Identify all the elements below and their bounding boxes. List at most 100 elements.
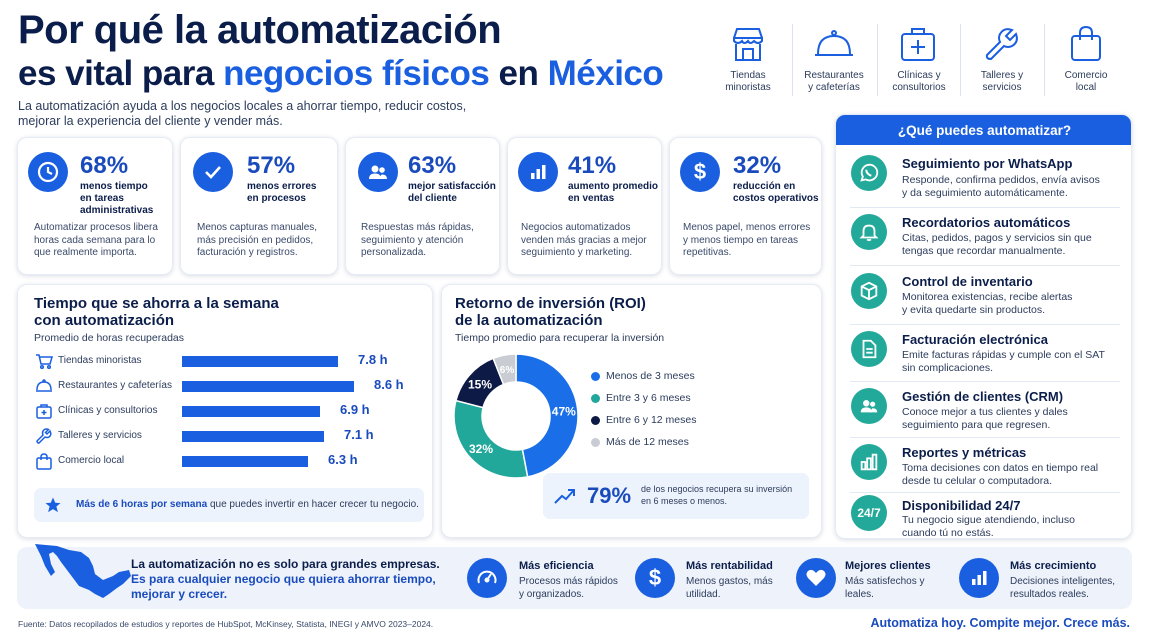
benefit-item: Más crecimiento Decisiones inteligentes,…	[959, 556, 1129, 600]
cart-icon	[36, 354, 53, 369]
divider	[960, 24, 961, 96]
stat-card: $ 32% reducción en costos operativos Meno…	[669, 137, 822, 275]
automation-description: Responde, confirma pedidos, envía avisos…	[902, 174, 1100, 199]
automation-description: Citas, pedidos, pagos y servicios sin qu…	[902, 232, 1092, 257]
divider	[850, 265, 1120, 266]
benefit-description: Procesos más rápidos y organizados.	[519, 576, 618, 600]
roi-legend: Menos de 3 meses Entre 3 y 6 meses Entre…	[591, 368, 751, 458]
automation-header: ¿Qué puedes automatizar?	[836, 115, 1131, 145]
benefit-description: Más satisfechos y leales.	[845, 576, 925, 600]
stat-label: menos tiempo en tareas administrativas	[80, 181, 154, 216]
title-highlight: negocios físicos	[223, 54, 490, 93]
roi-subtitle: Tiempo promedio para recuperar la invers…	[455, 332, 665, 344]
automation-item: Reportes y métricas Toma decisiones con …	[836, 438, 1131, 496]
clock-icon	[28, 152, 68, 192]
bar-row: Tiendas minoristas 7.8 h	[32, 351, 432, 373]
report-icon	[851, 444, 887, 480]
automation-title: Reportes y métricas	[902, 445, 1027, 460]
banner-text: La automatización no es solo para grande…	[131, 557, 441, 602]
data-label: 6.3 h	[328, 452, 358, 467]
note-rest: que puedes invertir en hacer crecer tu n…	[207, 499, 419, 510]
industry-label: Comercio local	[1064, 70, 1108, 93]
industry-label: Restaurantes y cafeterías	[804, 70, 864, 93]
whatsapp-icon	[851, 155, 887, 191]
legend-swatch	[591, 438, 600, 447]
data-label: 7.1 h	[344, 427, 374, 442]
roi-highlight-value: 79%	[587, 483, 632, 508]
benefit-description: Menos gastos, más utilidad.	[686, 576, 773, 600]
time-bars: Tiendas minoristas 7.8 h Restaurantes y …	[32, 351, 422, 481]
store-icon	[733, 28, 763, 61]
roi-highlight-text: de los negocios recupera su inversión en …	[641, 484, 793, 506]
benefit-title: Más crecimiento	[1010, 560, 1097, 572]
cloche-icon	[36, 379, 52, 392]
industries-row: Tiendas minoristas Restaurantes y cafeterí…	[706, 0, 1136, 105]
bar-row: Clínicas y consultorios 6.9 h	[32, 401, 432, 423]
legend-item: Entre 6 y 12 meses	[591, 412, 751, 430]
benefit-title: Mejores clientes	[845, 560, 931, 572]
dollar-icon: $	[680, 152, 720, 192]
subtitle-line: mejorar la experiencia del cliente y ven…	[18, 114, 283, 128]
roi-title: Retorno de inversión (ROI) de la automati…	[455, 295, 646, 329]
tick-label: Talleres y servicios	[58, 430, 142, 441]
footer-tagline: Automatiza hoy. Compite mejor. Crece más…	[870, 616, 1130, 630]
automation-title: Control de inventario	[902, 274, 1033, 289]
automation-header-text: ¿Qué puedes automatizar?	[897, 122, 1072, 138]
tick-label: Restaurantes y cafeterías	[58, 380, 172, 391]
automation-description: Tu negocio sigue atendiendo, incluso cuan…	[902, 514, 1075, 539]
shopping-bag-icon	[1071, 25, 1101, 61]
title-highlight: México	[547, 54, 664, 93]
legend-swatch	[591, 394, 600, 403]
legend-item: Entre 3 y 6 meses	[591, 390, 751, 408]
bar-row: Talleres y servicios 7.1 h	[32, 426, 432, 448]
stat-value: 63%	[408, 152, 457, 179]
time-saved-note: Más de 6 horas por semana que puedes inv…	[34, 488, 424, 522]
stat-label: mejor satisfacción del cliente	[408, 181, 496, 204]
bar-chart-icon	[518, 152, 558, 192]
benefit-title: Más eficiencia	[519, 560, 594, 572]
stat-description: Negocios automatizados venden más gracias…	[521, 222, 647, 258]
divider	[792, 24, 793, 96]
box-icon	[851, 273, 887, 309]
bar	[182, 356, 338, 367]
stat-card: 63% mejor satisfacción del cliente Respue…	[345, 137, 500, 275]
benefit-item: Más eficiencia Procesos más rápidos y org…	[467, 556, 627, 600]
automation-description: Toma decisiones con datos en tiempo real…	[902, 462, 1099, 487]
automation-title: Recordatorios automáticos	[902, 215, 1071, 230]
stat-value: 41%	[568, 152, 617, 179]
note-text: Más de 6 horas por semana que puedes inv…	[76, 499, 419, 510]
industry-label: Clínicas y consultorios	[892, 70, 946, 93]
stat-label: menos errores en procesos	[247, 181, 317, 204]
divider	[850, 324, 1120, 325]
legend-label: Entre 3 y 6 meses	[606, 392, 691, 404]
divider	[1044, 24, 1045, 96]
stat-card: 41% aumento promedio en ventas Negocios a…	[507, 137, 662, 275]
bar-row: Restaurantes y cafeterías 8.6 h	[32, 376, 432, 398]
tick-label: Clínicas y consultorios	[58, 405, 158, 416]
divider	[850, 492, 1120, 493]
footer-source: Fuente: Datos recopilados de estudios y …	[18, 619, 434, 629]
legend-label: Más de 12 meses	[606, 436, 689, 448]
speedometer-icon	[467, 558, 507, 598]
automation-item: Control de inventario Monitorea existenc…	[836, 267, 1131, 325]
mexico-map-icon	[35, 544, 131, 598]
note-bold: Más de 6 horas por semana	[76, 499, 208, 510]
users-icon	[358, 152, 398, 192]
stat-value: 68%	[80, 152, 129, 179]
legend-label: Entre 6 y 12 meses	[606, 414, 697, 426]
bottom-banner: La automatización no es solo para grande…	[17, 544, 1132, 609]
time-saved-subtitle: Promedio de horas recuperadas	[34, 332, 185, 344]
data-label: 6%	[500, 365, 515, 376]
trending-up-icon	[554, 489, 575, 504]
benefit-item: Mejores clientes Más satisfechos y leales…	[796, 556, 956, 600]
automation-description: Emite facturas rápidas y cumple con el S…	[902, 349, 1105, 374]
stat-label: reducción en costos operativos	[733, 181, 819, 204]
stat-description: Respuestas más rápidas, seguimiento y ate…	[361, 222, 474, 258]
stat-description: Automatizar procesos libera horas cada se…	[34, 222, 158, 258]
document-icon	[851, 331, 887, 367]
star-icon	[45, 497, 61, 513]
page-title: Por qué la automatización es vital para …	[18, 8, 718, 96]
pie-slice	[492, 353, 517, 386]
wrench-icon	[985, 28, 1018, 61]
benefit-item: $ Más rentabilidad Menos gastos, más util…	[635, 556, 795, 600]
